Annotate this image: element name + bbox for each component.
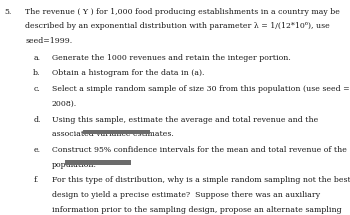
Text: a.: a. [33, 54, 40, 61]
Text: associated variance estimates.: associated variance estimates. [52, 130, 174, 138]
Text: d.: d. [33, 116, 41, 124]
Text: Using this sample, estimate the average and total revenue and the: Using this sample, estimate the average … [52, 116, 318, 124]
Bar [83, 130, 150, 134]
Text: Obtain a histogram for the data in (a).: Obtain a histogram for the data in (a). [52, 69, 204, 77]
Text: information prior to the sampling design, propose an alternate sampling: information prior to the sampling design… [52, 206, 342, 214]
Text: seed=1999.: seed=1999. [25, 37, 72, 45]
Text: f.: f. [33, 176, 38, 184]
Text: For this type of distribution, why is a simple random sampling not the best: For this type of distribution, why is a … [52, 176, 350, 184]
Text: population.: population. [52, 161, 97, 169]
Text: The revenue ( Y ) for 1,000 food producing establishments in a country may be: The revenue ( Y ) for 1,000 food produci… [25, 8, 340, 15]
Text: 2008).: 2008). [52, 100, 77, 108]
Bar [64, 160, 131, 165]
Text: Construct 95% confidence intervals for the mean and total revenue of the: Construct 95% confidence intervals for t… [52, 146, 346, 154]
Text: 5.: 5. [4, 8, 12, 15]
Text: c.: c. [33, 85, 40, 93]
Text: Select a simple random sample of size 30 from this population (use seed =: Select a simple random sample of size 30… [52, 85, 349, 93]
Text: design to yield a precise estimate?  Suppose there was an auxiliary: design to yield a precise estimate? Supp… [52, 191, 320, 199]
Text: b.: b. [33, 69, 41, 77]
Text: described by an exponential distribution with parameter λ = 1/(12*10⁶), use: described by an exponential distribution… [25, 22, 330, 30]
Text: Generate the 1000 revenues and retain the integer portion.: Generate the 1000 revenues and retain th… [52, 54, 290, 61]
Text: e.: e. [33, 146, 40, 154]
